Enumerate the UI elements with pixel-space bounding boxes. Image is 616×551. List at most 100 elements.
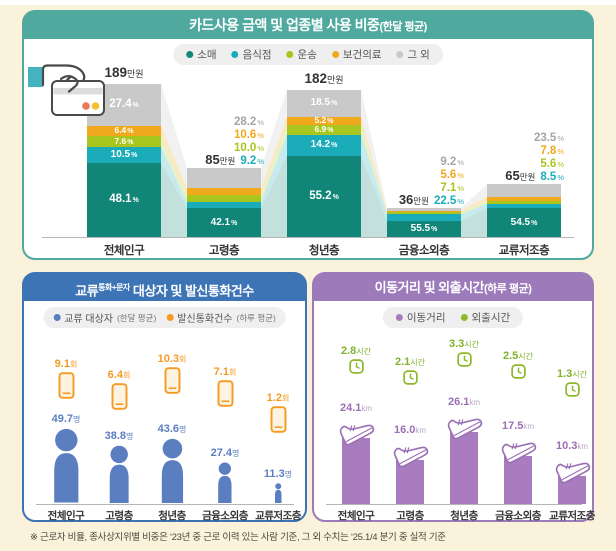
phone-icon	[111, 383, 127, 411]
card-usage-chart: 48.1% 10.5% 7.6% 6.4% 27.4% 189만원 전체인구 42.1% 28.…	[24, 12, 592, 258]
card-usage-segment-value: 6.4%	[114, 125, 134, 136]
card-usage-title-text: 카드사용 금액 및 업종별 사용 비중	[189, 17, 380, 33]
card-usage-legend-dot-4	[396, 51, 404, 58]
shoe-icon	[550, 447, 597, 492]
card-usage-bar-segment	[387, 214, 461, 221]
card-usage-outside-value: 28.2	[233, 116, 257, 129]
contacts-calls-value: 9.1회	[54, 357, 78, 370]
hand-holding-card-icon	[28, 64, 105, 116]
contacts-legend-dot-0	[53, 314, 61, 321]
card-usage-outside-pct: %	[257, 144, 264, 154]
card-usage-category: 교류저조층	[498, 245, 550, 257]
card-usage-outside-value: 5.6	[540, 158, 557, 171]
mobility-legend-dot-1	[460, 314, 468, 321]
shoe-icon	[388, 431, 435, 476]
clock-icon	[510, 363, 526, 379]
mobility-distance-bar	[342, 437, 370, 504]
card-usage-total-unit: 만원	[519, 172, 536, 183]
clock-icon	[456, 351, 472, 367]
mobility-category: 금융소외층	[495, 510, 541, 522]
mobility-legend-item-1: 외출시간	[460, 310, 510, 325]
card-usage-outside-pct: %	[457, 196, 464, 206]
card-usage-outside-value: 9.2	[240, 155, 257, 168]
contacts-title-sup: 통화+문자	[98, 283, 130, 292]
card-usage-outside-pct: %	[557, 173, 564, 183]
shoe-icon-svg	[393, 446, 429, 468]
card-usage-outside-line: 23.5%	[505, 130, 564, 145]
contacts-legend-paren-1: (하루 평균)	[236, 312, 276, 323]
card-usage-segment-value: 54.5%	[510, 216, 538, 228]
contacts-legend-paren-0: (한달 평균)	[116, 312, 157, 323]
card-usage-bar-segment	[187, 194, 261, 202]
card-usage-legend-dot-0	[186, 51, 194, 58]
card-usage-outside-line: 28.2%	[205, 114, 264, 129]
mobility-time-value: 1.3시간	[556, 367, 588, 380]
card-usage-outside-line: 85만원 9.2%	[205, 153, 264, 168]
card-usage-title-suffix: (한달 평균)	[379, 21, 427, 33]
phone-icon	[58, 372, 74, 399]
card-usage-outside-value: 7.1	[440, 181, 457, 194]
mobility-time-value: 2.1시간	[394, 355, 426, 368]
mobility-distance-bar	[504, 455, 532, 504]
card-usage-outside-value: 5.6	[440, 168, 457, 181]
contacts-legend-item-0: 교류 대상자 (한달 평균)	[53, 310, 156, 325]
card-usage-outside-pct: %	[457, 157, 464, 167]
card-usage-legend-label-1: 음식점	[242, 49, 272, 61]
card-usage-legend-dot-3	[331, 51, 339, 58]
card-usage-outside-value: 10.0	[233, 142, 257, 155]
card-usage-bar-segment: 18.5%	[287, 89, 361, 117]
contacts-calls-value: 7.1회	[213, 366, 237, 379]
mobility-time-value: 2.8시간	[340, 345, 372, 357]
card-usage-segment-value: 18.5%	[310, 97, 338, 109]
contacts-legend-label-1: 발신통화건수	[177, 314, 233, 325]
contacts-legend-label-0: 교류 대상자	[64, 314, 113, 325]
card-usage-total-num: 65	[505, 168, 520, 184]
card-usage-bar-segment	[487, 184, 561, 197]
card-usage-legend-dot-1	[231, 51, 239, 58]
card-usage-bar-segment: 7.6%	[87, 135, 161, 148]
card-usage-total-unit: 만원	[413, 195, 429, 206]
card-usage-bar-segment: 5.2%	[287, 116, 361, 125]
card-usage-legend-dot-2	[286, 51, 294, 58]
card-usage-bar-segment: 55.2%	[287, 155, 361, 237]
card-usage-legend-item-3: 보건의료	[331, 47, 382, 62]
card-usage-outside-pct: %	[557, 160, 564, 170]
card-usage-outside-line: 65만원 8.5%	[505, 168, 564, 184]
card-usage-segment-value: 14.2%	[310, 139, 338, 151]
contacts-category: 전체인구	[47, 510, 85, 522]
clock-icon	[348, 359, 364, 374]
card-usage-outside-value: 23.5	[533, 132, 557, 145]
person-icon	[109, 445, 129, 503]
card-usage-outside-line: 5.6%	[399, 167, 464, 181]
card-usage-bar-segment: 42.1%	[187, 208, 261, 237]
mobility-category: 고령층	[396, 510, 424, 522]
mobility-category: 청년층	[450, 510, 478, 522]
card-usage-bar-segment: 54.5%	[487, 208, 561, 237]
card-usage-bar-segment	[487, 203, 561, 209]
card-usage-legend-label-3: 보건의료	[342, 49, 382, 61]
contacts-legend-item-1: 발신통화건수 (하루 평균)	[166, 310, 276, 325]
card-usage-legend-item-0: 소매	[186, 47, 217, 62]
card-usage-total-num: 36	[398, 191, 414, 207]
mobility-title-suffix: (하루 평균)	[484, 283, 532, 295]
shoe-icon	[442, 403, 489, 448]
card-usage-segment-value: 48.1%	[109, 193, 139, 206]
phone-icon	[164, 366, 180, 394]
clock-icon	[402, 369, 418, 385]
mobility-distance-value: 26.1km	[447, 396, 481, 408]
card-usage-bar-segment	[187, 201, 261, 209]
card-usage-segment-value: 42.1%	[210, 216, 238, 228]
contacts-person-value: 27.4명	[210, 446, 240, 459]
contacts-category: 청년층	[158, 510, 186, 522]
mobility-legend: 이동거리 외출시간	[382, 307, 524, 328]
mobility-distance-value: 17.5km	[501, 419, 535, 432]
shoe-icon	[496, 427, 543, 472]
mobility-panel-title: 이동거리 및 외출시간(하루 평균)	[314, 274, 592, 301]
card-usage-bar-segment	[387, 207, 461, 211]
card-usage-legend-item-1: 음식점	[231, 47, 272, 62]
mobility-distance-value: 24.1km	[339, 401, 373, 414]
contacts-title-rest: 대상자 및 발신통화건수	[129, 283, 254, 299]
card-usage-outside-pct: %	[457, 183, 464, 193]
card-usage-outside-pct: %	[557, 147, 564, 157]
mobility-legend-label-0: 이동거리	[406, 312, 446, 324]
